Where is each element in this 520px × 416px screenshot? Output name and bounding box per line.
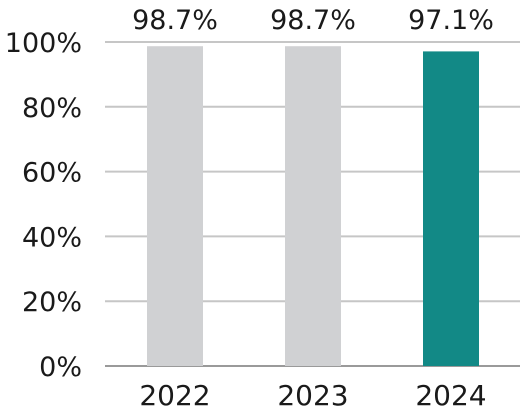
- y-tick-label: 0%: [39, 352, 82, 383]
- data-label-2023: 98.7%: [270, 5, 356, 36]
- bar-2024: [423, 51, 479, 367]
- y-tick-label: 80%: [22, 93, 82, 124]
- x-category-label: 2022: [139, 379, 210, 412]
- data-labels: 98.7% 98.7% 97.1%: [132, 5, 494, 36]
- y-tick-label: 20%: [22, 287, 82, 318]
- y-tick-label: 100%: [5, 28, 82, 59]
- bar-2022: [147, 46, 203, 366]
- y-tick-label: 60%: [22, 158, 82, 189]
- bars: [147, 46, 479, 367]
- x-axis-category-labels: 2022 2023 2024: [139, 379, 486, 412]
- x-category-label: 2023: [277, 379, 348, 412]
- x-category-label: 2024: [415, 379, 486, 412]
- data-label-2024: 97.1%: [408, 5, 494, 36]
- y-tick-label: 40%: [22, 222, 82, 253]
- bar-2023: [285, 46, 341, 366]
- data-label-2022: 98.7%: [132, 5, 218, 36]
- y-axis-tick-labels: 0% 20% 40% 60% 80% 100%: [5, 28, 82, 383]
